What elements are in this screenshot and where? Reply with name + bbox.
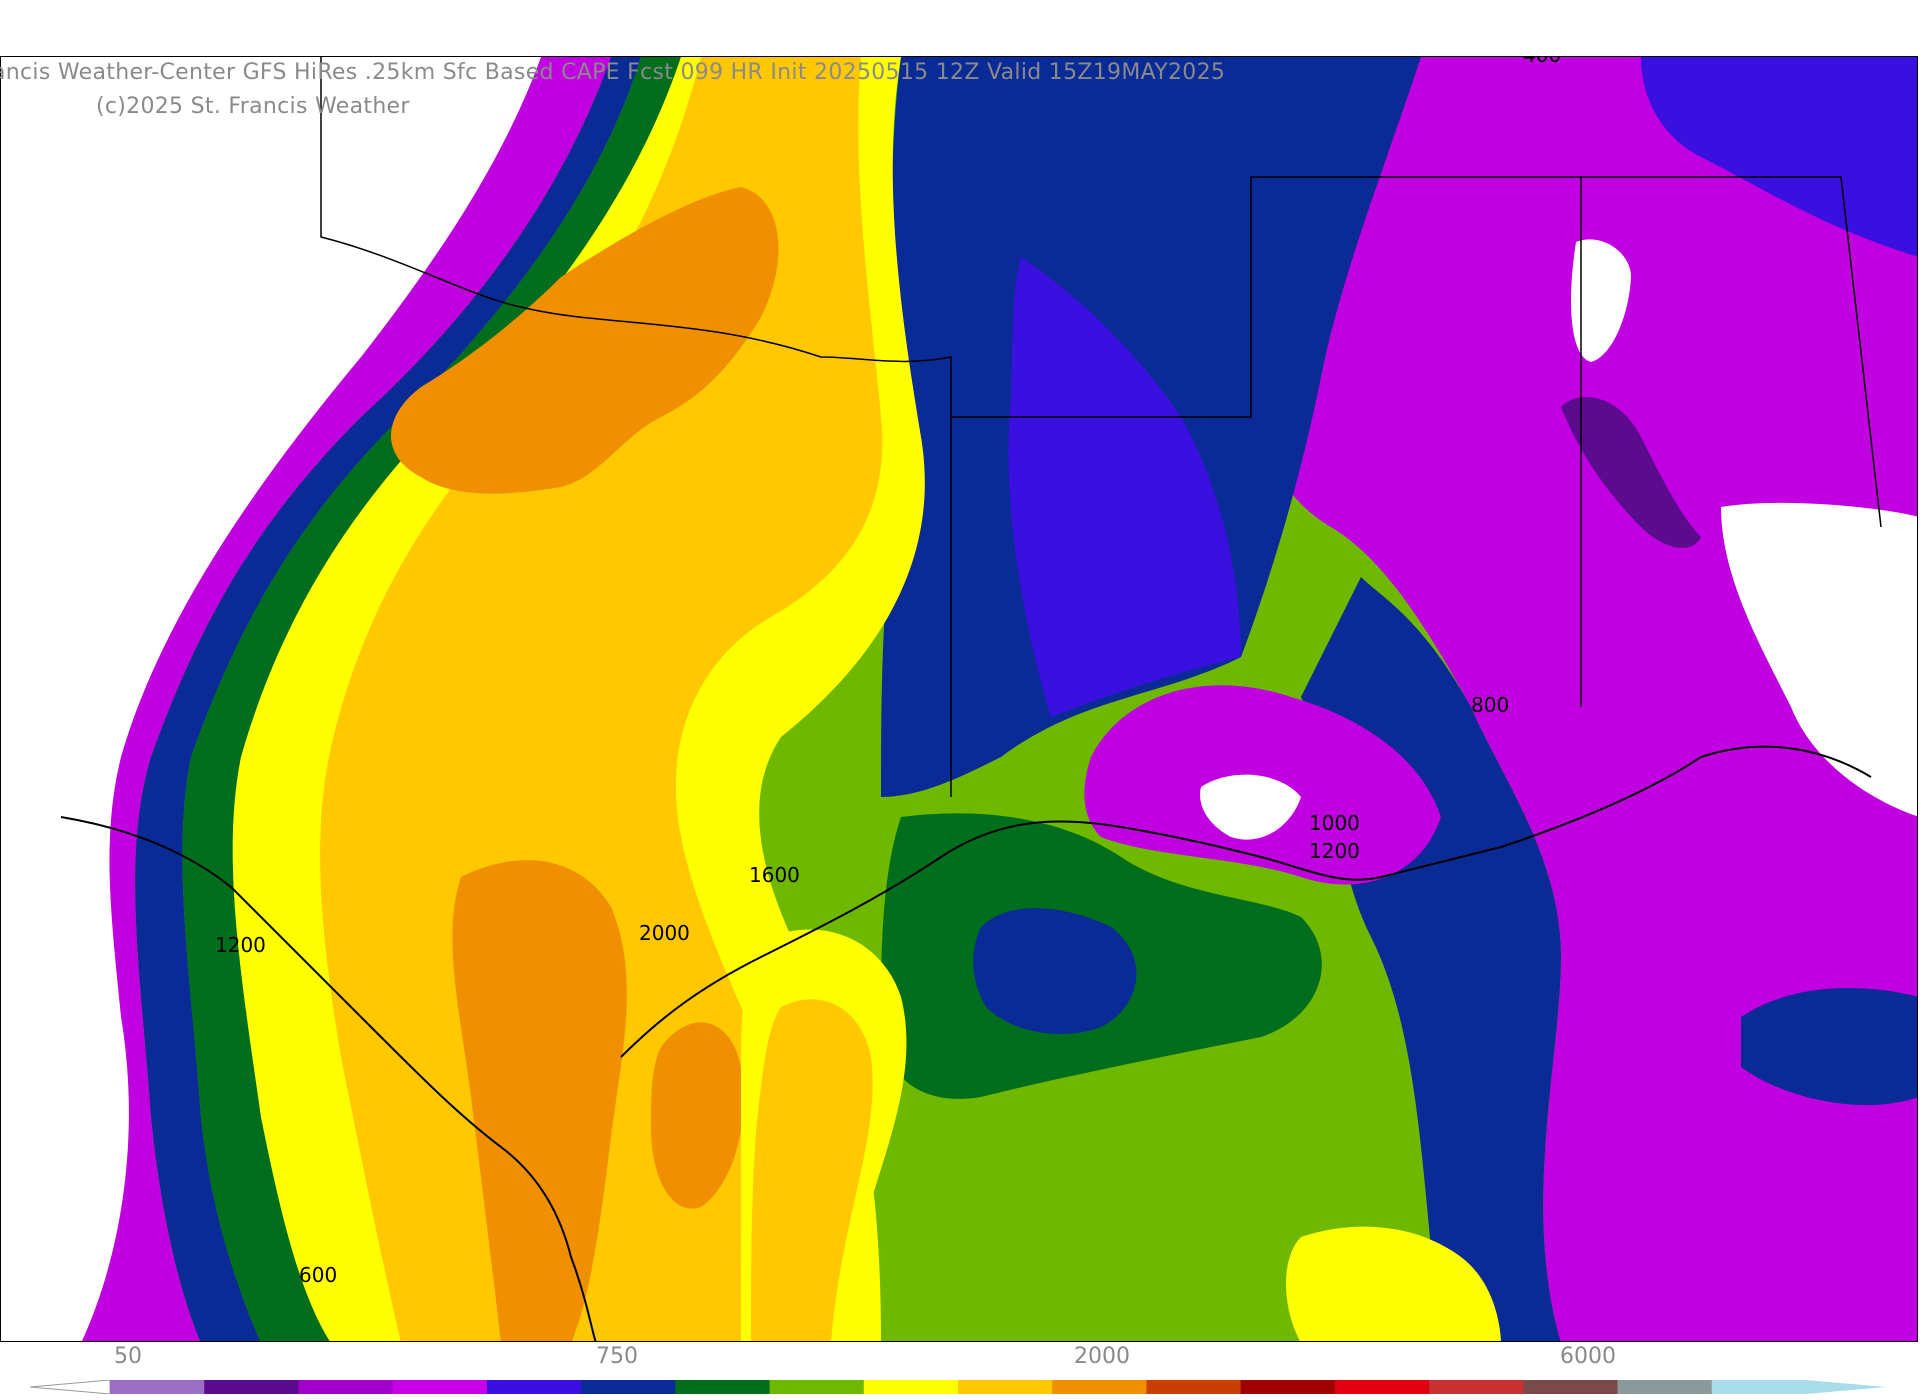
contour-label-1000: 1000 [1309,811,1360,835]
colorbar-segment-16 [1617,1380,1713,1394]
field-violet-north [1008,257,1241,717]
field-orange-south [452,860,627,1341]
colorbar-arrow-left [30,1380,111,1394]
copyright-text: (c)2025 St. Francis Weather [96,94,410,119]
contour-label-400: 400 [1523,57,1561,67]
field-yellow-lower-gulf [1286,1226,1501,1341]
colorbar-segment-7 [769,1380,865,1394]
field-orange-coast [651,1022,744,1209]
field-white-northeast [1571,239,1631,362]
colorbar-segment-14 [1429,1380,1524,1394]
field-white-bay [1200,774,1301,840]
colorbar-segment-5 [581,1380,676,1394]
colorbar-segment-13 [1334,1380,1430,1394]
colorbar-segment-12 [1240,1380,1336,1394]
colorbar-segment-3 [392,1380,488,1394]
colorbar-segment-0 [110,1380,205,1394]
field-white-west [1,57,541,1341]
colorbar-tick-50: 50 [114,1344,142,1369]
colorbar-segment-17 [1711,1380,1807,1394]
cape-shaded-field [1,57,1917,1341]
colorbar-segment-6 [675,1380,771,1394]
colorbar-segment-9 [958,1380,1053,1394]
colorbar-segment-4 [486,1380,582,1394]
colorbar-tick-2000: 2000 [1074,1344,1130,1369]
colorbar-segment-1 [204,1380,299,1394]
colorbar-segment-2 [298,1380,394,1394]
contour-label-1200-west: 1200 [215,933,266,957]
field-deep-purple-band [1561,397,1701,548]
field-navy-gulf-blob [973,908,1137,1035]
field-magenta-west [81,57,611,1341]
field-navy-west [135,57,641,1341]
field-violet-east [1641,57,1917,257]
contour-label-2000: 2000 [639,921,690,945]
colorbar-segment-8 [863,1380,959,1394]
contour-label-1200-gulf: 1200 [1309,839,1360,863]
field-navy-southeast [1741,988,1917,1106]
colorbar-segment-10 [1052,1380,1147,1394]
field-white-east [1721,502,1917,817]
colorbar-segment-11 [1146,1380,1242,1394]
colorbar-tick-750: 750 [596,1344,638,1369]
contour-label-600: 600 [299,1263,338,1287]
cape-map: 400 800 1000 1200 1200 1600 2000 600 [0,56,1918,1342]
map-title: ancis Weather-Center GFS HiRes .25km Sfc… [0,60,1226,85]
colorbar-arrow-right [1806,1380,1886,1394]
colorbar [30,1380,1886,1394]
contour-label-800: 800 [1471,693,1510,717]
field-orange-north [391,187,779,494]
coastline [60,745,1872,1341]
field-gold-gulf [751,999,873,1341]
state-borders [320,57,1882,797]
field-green-west [182,57,681,1341]
contour-label-1600: 1600 [749,863,800,887]
colorbar-tick-6000: 6000 [1560,1344,1616,1369]
colorbar-segment-15 [1523,1380,1619,1394]
